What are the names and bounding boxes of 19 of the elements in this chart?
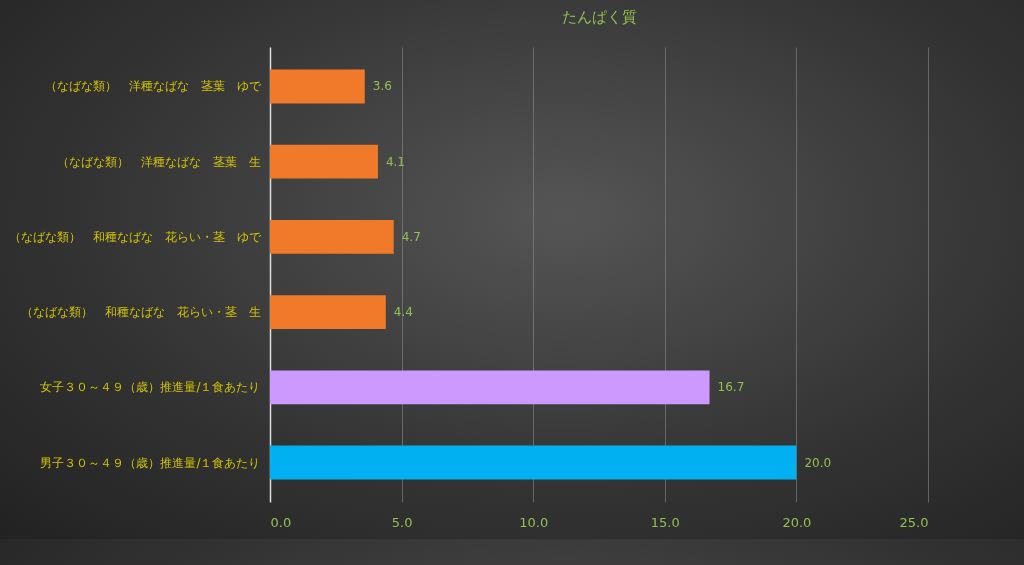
x-tick-label: 25.0: [899, 514, 929, 530]
data-label: 4.1: [385, 154, 406, 169]
data-label: 4.4: [393, 305, 413, 320]
data-label: 4.7: [401, 229, 421, 244]
x-tick-label: 10.0: [519, 514, 549, 530]
x-tick-label: 15.0: [650, 514, 680, 530]
data-label: 16.7: [717, 380, 745, 395]
y-tick-label: （なばな類） 和種なばな 花らい・茎 生: [20, 305, 261, 320]
y-tick-label: （なばな類） 洋種なばな 茎葉 ゆで: [44, 79, 262, 94]
x-tick-label: 20.0: [782, 514, 812, 530]
chart-title: たんぱく質: [561, 8, 637, 26]
y-tick-label: （なばな類） 和種なばな 花らい・茎 ゆで: [8, 229, 262, 244]
x-tick-label: 0.0: [270, 514, 292, 530]
y-tick-label: 男子３０～４９（歳）推進量/１食あたり: [40, 455, 261, 470]
y-tick-label: （なばな類） 洋種なばな 茎葉 生: [56, 154, 261, 169]
x-tick-label: 5.0: [391, 514, 413, 530]
y-tick-label: 女子３０～４９（歳）推進量/１食あたり: [40, 380, 261, 395]
data-label: 3.6: [372, 79, 392, 94]
data-label: 20.0: [804, 455, 832, 470]
